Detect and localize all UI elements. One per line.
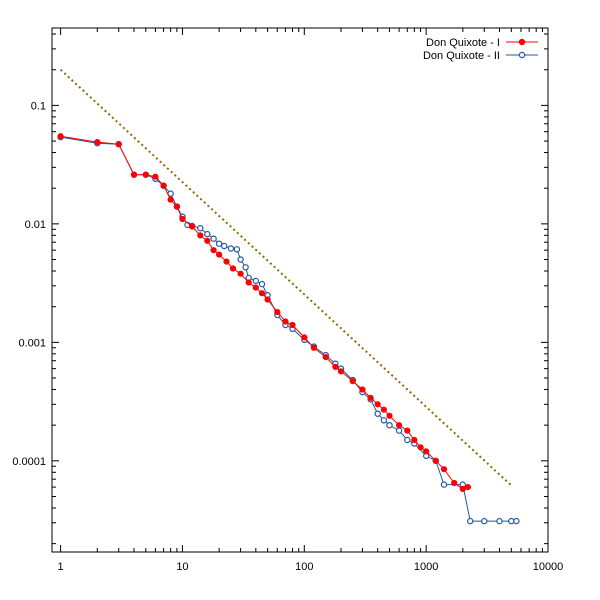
- legend-marker: [518, 38, 526, 46]
- reference-line: [59, 68, 512, 487]
- data-point: [245, 279, 252, 286]
- data-point: [380, 417, 388, 424]
- data-point: [204, 237, 211, 244]
- data-point: [374, 410, 381, 417]
- data-point: [513, 517, 520, 525]
- data-point: [258, 280, 266, 288]
- data-point: [395, 427, 403, 434]
- y-tick-label: 0.1: [31, 100, 46, 112]
- data-point: [274, 309, 281, 316]
- data-point: [386, 412, 393, 419]
- data-point: [349, 378, 356, 385]
- data-point: [432, 457, 439, 464]
- data-point: [210, 247, 217, 254]
- data-point: [204, 230, 211, 238]
- data-point: [423, 448, 430, 455]
- data-point: [374, 401, 381, 408]
- series-layer: [57, 68, 520, 525]
- data-point: [252, 277, 259, 285]
- data-point: [337, 368, 345, 375]
- data-point: [210, 235, 217, 242]
- x-tick-label: 100: [295, 561, 313, 573]
- data-point: [197, 224, 204, 232]
- data-point: [237, 256, 244, 263]
- data-point: [57, 133, 64, 140]
- data-point: [223, 258, 230, 265]
- legend-marker: [518, 51, 526, 59]
- data-point: [216, 251, 223, 258]
- data-point: [215, 240, 223, 247]
- data-point: [242, 264, 249, 271]
- data-point: [264, 296, 271, 303]
- data-point: [94, 139, 101, 146]
- data-point: [220, 242, 228, 250]
- data-point: [233, 246, 241, 253]
- data-point: [289, 321, 296, 329]
- data-point: [189, 223, 196, 230]
- data-point: [258, 290, 266, 297]
- x-tick-label: 10: [176, 561, 188, 573]
- data-point: [464, 484, 471, 491]
- data-point: [404, 427, 411, 434]
- data-point: [142, 171, 149, 178]
- axis-ticks: 1 10 100 1000 10000 0.1 0.01 0.001 0.0001: [12, 28, 563, 573]
- x-tick-label: 1: [58, 561, 64, 573]
- data-point: [386, 422, 393, 429]
- data-point: [173, 203, 180, 210]
- data-point: [467, 517, 474, 525]
- y-tick-label: 0.0001: [12, 456, 46, 468]
- data-point: [197, 232, 204, 239]
- data-point: [380, 406, 387, 413]
- data-point: [130, 171, 138, 178]
- data-point: [481, 517, 488, 525]
- data-point: [359, 386, 366, 393]
- data-point: [440, 466, 448, 473]
- data-point: [417, 444, 424, 451]
- data-point: [367, 394, 374, 401]
- legend-label: Don Quixote - I: [426, 37, 500, 49]
- data-point: [396, 422, 403, 429]
- data-point: [252, 284, 259, 291]
- data-point: [451, 479, 458, 487]
- series-line-1: [60, 135, 469, 490]
- data-point: [496, 517, 503, 525]
- data-point: [459, 485, 466, 492]
- data-point: [227, 245, 235, 252]
- data-point: [310, 344, 317, 351]
- data-point: [301, 334, 308, 341]
- data-point: [237, 270, 244, 277]
- data-point: [411, 436, 418, 444]
- data-point: [440, 481, 448, 488]
- data-point: [179, 215, 186, 223]
- data-point: [404, 436, 411, 444]
- x-tick-label: 1000: [414, 561, 438, 573]
- legend-label: Don Quixote - II: [423, 50, 500, 62]
- y-tick-label: 0.001: [18, 337, 46, 349]
- data-point: [508, 517, 515, 525]
- data-point: [282, 318, 289, 325]
- x-tick-label: 10000: [533, 561, 564, 573]
- data-point: [115, 141, 122, 148]
- data-point: [332, 363, 339, 370]
- y-tick-label: 0.01: [25, 219, 46, 231]
- data-point: [322, 354, 329, 361]
- data-point: [167, 196, 174, 203]
- series-line-2: [60, 136, 517, 522]
- plot-frame: [51, 27, 549, 553]
- data-point: [160, 182, 167, 189]
- data-point: [229, 265, 237, 272]
- data-point: [152, 173, 159, 180]
